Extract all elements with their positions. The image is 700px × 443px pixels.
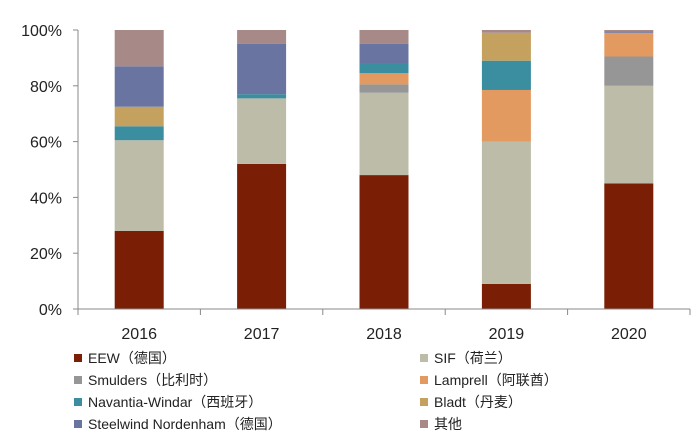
legend-label: Bladt（丹麦） — [434, 394, 522, 410]
bar-segment — [237, 43, 287, 95]
legend-item: Smulders（比利时） — [74, 370, 217, 390]
bar-segment — [604, 32, 654, 57]
legend-label: EEW（德国） — [88, 350, 176, 366]
bar-segment — [604, 56, 654, 86]
bar-segment — [114, 66, 164, 107]
x-tick-label: 2019 — [489, 326, 525, 343]
bar-segment — [604, 30, 654, 32]
y-tick-label: 20% — [30, 246, 62, 263]
bar-segment — [359, 43, 409, 64]
x-tick-label: 2020 — [611, 326, 647, 343]
legend-swatch — [420, 354, 428, 362]
legend-swatch — [74, 354, 82, 362]
bar-segment — [359, 92, 409, 176]
legend-item: Navantia-Windar（西班牙） — [74, 392, 262, 412]
legend-item: Steelwind Nordenham（德国） — [74, 414, 282, 434]
legend-item: Lamprell（阿联酋） — [420, 370, 558, 390]
x-tick-label: 2017 — [244, 326, 280, 343]
bar-segment — [604, 85, 654, 184]
legend-swatch — [74, 376, 82, 384]
legend-label: Lamprell（阿联酋） — [434, 372, 558, 388]
bar-segment — [359, 63, 409, 74]
legend-item: EEW（德国） — [74, 348, 176, 368]
y-tick-label: 80% — [30, 79, 62, 96]
bar-segment — [237, 98, 287, 164]
y-tick-label: 0% — [39, 302, 62, 319]
bar-segment — [237, 30, 287, 44]
bar-segment — [359, 175, 409, 309]
legend-item: 其他 — [420, 414, 462, 434]
bar-segment — [481, 32, 531, 61]
x-axis-labels: 2016 2017 2018 2019 2020 — [121, 326, 646, 343]
legend-item: Bladt（丹麦） — [420, 392, 522, 412]
bar-segment — [237, 94, 287, 99]
y-tick-label: 40% — [30, 190, 62, 207]
bar-segment — [481, 141, 531, 284]
axes — [77, 30, 691, 315]
y-tick-label: 100% — [21, 23, 62, 40]
y-axis-ticks: 0% 20% 40% 60% 80% 100% — [21, 23, 78, 319]
bar-segment — [481, 283, 531, 309]
bar-segment — [604, 183, 654, 309]
legend-swatch — [420, 376, 428, 384]
bar-segment — [114, 106, 164, 127]
legend-label: Navantia-Windar（西班牙） — [88, 394, 263, 410]
bar-segment — [237, 163, 287, 309]
x-tick-label: 2016 — [121, 326, 157, 343]
y-tick-label: 60% — [30, 135, 62, 152]
bar-segment — [359, 84, 409, 93]
bar-segment — [481, 60, 531, 90]
bar-segment — [481, 89, 531, 142]
bar-segment — [114, 140, 164, 231]
legend-label: Steelwind Nordenham（德国） — [88, 416, 282, 432]
bar-segment — [359, 30, 409, 44]
legend-label: SIF（荷兰） — [434, 350, 512, 366]
legend-label: 其他 — [434, 416, 462, 432]
bar-segment — [114, 126, 164, 141]
bar-segment — [114, 230, 164, 309]
legend-swatch — [420, 398, 428, 406]
legend-item: SIF（荷兰） — [420, 348, 512, 368]
legend-swatch — [74, 420, 82, 428]
bar-segment — [481, 30, 531, 33]
bar-segment — [114, 30, 164, 67]
legend-label: Smulders（比利时） — [88, 372, 218, 388]
bar-segment — [604, 31, 654, 33]
legend-swatch — [420, 420, 428, 428]
x-tick-label: 2018 — [366, 326, 402, 343]
stacked-bar-chart: 0% 20% 40% 60% 80% 100% 2016 2017 2018 2019 2020 — [21, 23, 691, 343]
bar-segment — [359, 73, 409, 85]
legend-swatch — [74, 398, 82, 406]
bar-stacks — [114, 30, 654, 309]
